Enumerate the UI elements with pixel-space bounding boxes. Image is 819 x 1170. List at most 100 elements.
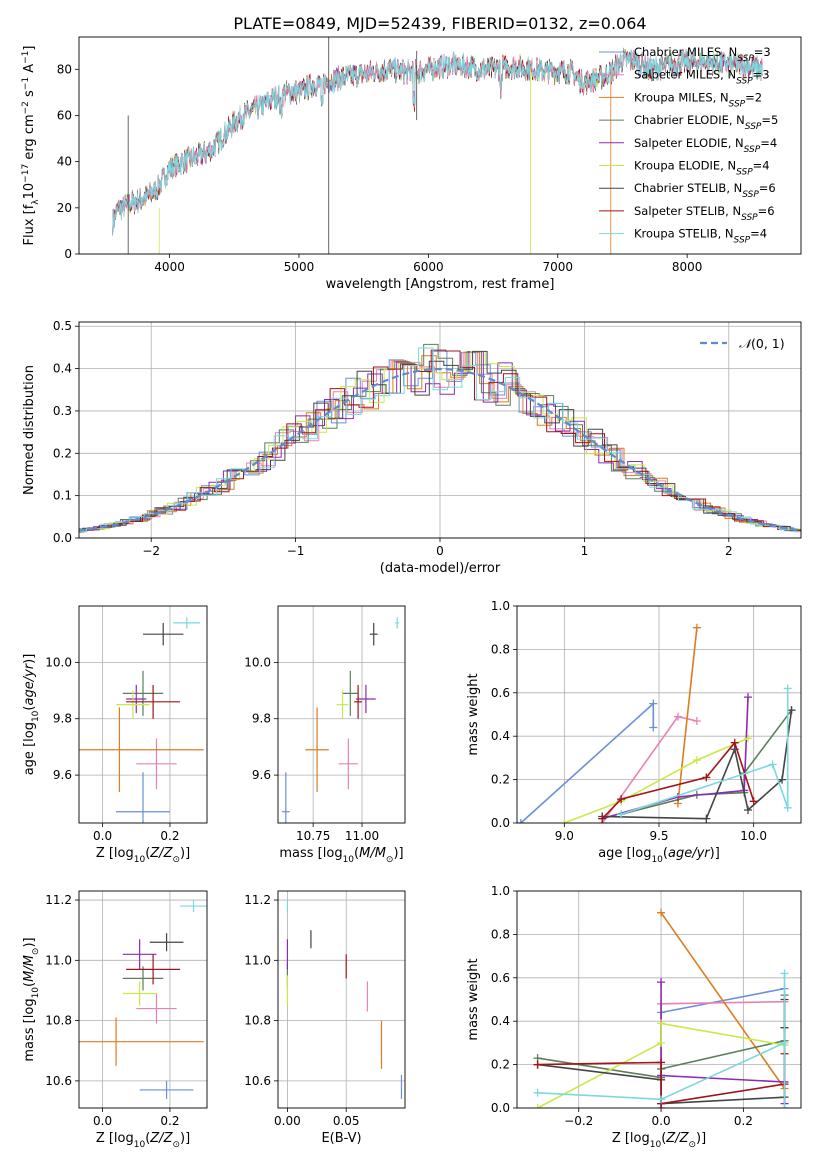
errorbar-salpeter-miles xyxy=(136,993,177,1024)
label-part: =3 xyxy=(754,45,771,59)
x-tick-label: 8000 xyxy=(672,260,703,274)
label-part: 10 xyxy=(31,987,41,999)
x-axis-label: Z [log10(Z/Z⊙)] xyxy=(612,1131,706,1150)
weight-marker xyxy=(702,814,711,823)
errorbar-chabrier-miles xyxy=(116,772,170,823)
y-tick-label: 10.0 xyxy=(45,655,72,669)
legend-label-kroupa-stelib: Kroupa STELIB, NSSP=4 xyxy=(634,227,767,246)
plot-area xyxy=(281,617,400,823)
x-axis-label: E(B-V) xyxy=(321,1131,361,1146)
plot-area xyxy=(79,343,801,533)
x-tick-label: 4000 xyxy=(154,260,185,274)
errorbar-salpeter-stelib xyxy=(126,684,181,719)
x-tick-label: 0.0 xyxy=(93,1114,112,1128)
label-part: −17 xyxy=(21,164,31,183)
panel-weight-vs-Z: −0.2 0.0 0.2 0.0 0.2 0.4 0.6 0.8 1.0 Z [log10(Z/Z… xyxy=(466,884,802,1150)
label-part: )] xyxy=(22,937,37,947)
legend-label-salpeter-stelib: Salpeter STELIB, NSSP=6 xyxy=(634,204,775,223)
y-tick-label: 0.6 xyxy=(491,971,510,985)
panel-mass-vs-ebv: 0.00 0.05 10.6 10.8 11.0 11.2 E(B-V) xyxy=(244,890,406,1146)
x-axis-label: Z [log10(Z/Z⊙)] xyxy=(96,846,190,865)
y-tick-label: 0.0 xyxy=(491,816,510,830)
x-tick-label: 0.00 xyxy=(274,1114,301,1128)
errorbar-chabrier-elodie xyxy=(122,966,164,991)
label-part: 10 xyxy=(343,855,355,865)
y-tick-label: 0.0 xyxy=(491,1101,510,1115)
label-part: Salpeter ELODIE, N xyxy=(634,136,744,150)
axes-frame xyxy=(277,890,406,1109)
errorbar-chabrier-miles xyxy=(281,772,290,823)
label-part: 10 xyxy=(31,710,41,722)
y-tick-label: 0.5 xyxy=(53,319,72,333)
weight-marker xyxy=(617,795,626,804)
label-part: M/M xyxy=(359,846,386,861)
errorbar-chabrier-stelib xyxy=(143,622,184,646)
label-part: SSP xyxy=(736,168,753,178)
y-tick-label: 10.8 xyxy=(244,1014,271,1028)
legend-label-chabrier-miles: Chabrier MILES, NSSP=3 xyxy=(634,45,771,64)
label-part: ⊙ xyxy=(31,948,41,956)
weight-marker xyxy=(560,819,569,823)
y-tick-label: 0.0 xyxy=(53,531,72,545)
label-part: SSP xyxy=(741,213,758,223)
errorbar-salpeter-stelib xyxy=(126,954,181,985)
weight-line xyxy=(660,912,786,1089)
panel-age-vs-mass: 10.75 11.00 9.6 9.8 10.0 mass [log10(M/M⊙)] xyxy=(244,605,406,865)
x-tick-label: 6000 xyxy=(413,260,444,274)
histogram-chabrier-elodie xyxy=(79,343,801,532)
label-part: Chabrier MILES, N xyxy=(634,45,737,59)
errorbar-kroupa-stelib xyxy=(395,617,400,629)
weight-marker xyxy=(780,969,789,978)
x-axis-label: (data-model)/error xyxy=(380,561,501,576)
y-tick-label: 11.2 xyxy=(244,893,271,907)
label-part: =5 xyxy=(761,113,778,127)
x-tick-label: 1 xyxy=(581,544,589,558)
y-tick-label: 0.4 xyxy=(53,362,72,376)
label-part: M/M xyxy=(22,955,37,982)
y-tick-label: 0.2 xyxy=(491,1058,510,1072)
normal-curve xyxy=(79,367,801,532)
y-tick-label: 1.0 xyxy=(491,884,510,898)
label-part: −1 xyxy=(21,51,31,64)
label-part: age [log xyxy=(22,722,37,775)
weight-marker xyxy=(702,773,711,782)
axes-frame xyxy=(78,321,802,539)
label-part: Salpeter MILES, N xyxy=(634,68,736,82)
x-tick-label: −1 xyxy=(287,544,305,558)
weight-series-kroupa-miles xyxy=(673,623,701,808)
x-tick-label: 0.05 xyxy=(333,1114,360,1128)
weight-marker xyxy=(783,803,792,812)
label-part: Kroupa STELIB, N xyxy=(634,227,734,241)
label-part: =2 xyxy=(745,90,762,104)
panel-weight-vs-age: 9.0 9.5 10.0 0.0 0.2 0.4 0.6 0.8 1.0 age [log10(a… xyxy=(466,599,802,865)
y-axis-label: age [log10(age/yr)] xyxy=(22,654,41,776)
label-part: =4 xyxy=(760,136,777,150)
weight-marker xyxy=(787,706,796,715)
errorbar-chabrier-stelib xyxy=(149,933,184,952)
y-tick-label: 9.6 xyxy=(53,768,72,782)
errorbar-salpeter-stelib xyxy=(354,684,363,719)
x-tick-label: 9.0 xyxy=(555,829,574,843)
label-part: ( xyxy=(22,982,37,987)
weight-marker xyxy=(657,1058,666,1067)
axes-frame xyxy=(78,890,208,1109)
weight-marker xyxy=(657,1095,666,1104)
weight-marker xyxy=(517,819,525,823)
label-part: −1 xyxy=(21,77,31,90)
weight-marker xyxy=(649,699,658,708)
label-part: )] xyxy=(710,846,720,861)
weight-line xyxy=(602,710,793,820)
label-part: age/yr xyxy=(22,662,37,705)
y-tick-label: 1.0 xyxy=(491,599,510,613)
weight-marker xyxy=(692,717,701,726)
weight-marker xyxy=(743,734,752,743)
weight-line xyxy=(520,701,655,823)
weight-series-salpeter-stelib xyxy=(598,738,758,823)
label-part: Chabrier STELIB, N xyxy=(634,181,742,195)
label-part: =6 xyxy=(759,181,776,195)
label-part: )] xyxy=(180,1131,190,1146)
label-part: Z/Z xyxy=(149,1131,173,1146)
y-tick-label: 11.0 xyxy=(244,953,271,967)
